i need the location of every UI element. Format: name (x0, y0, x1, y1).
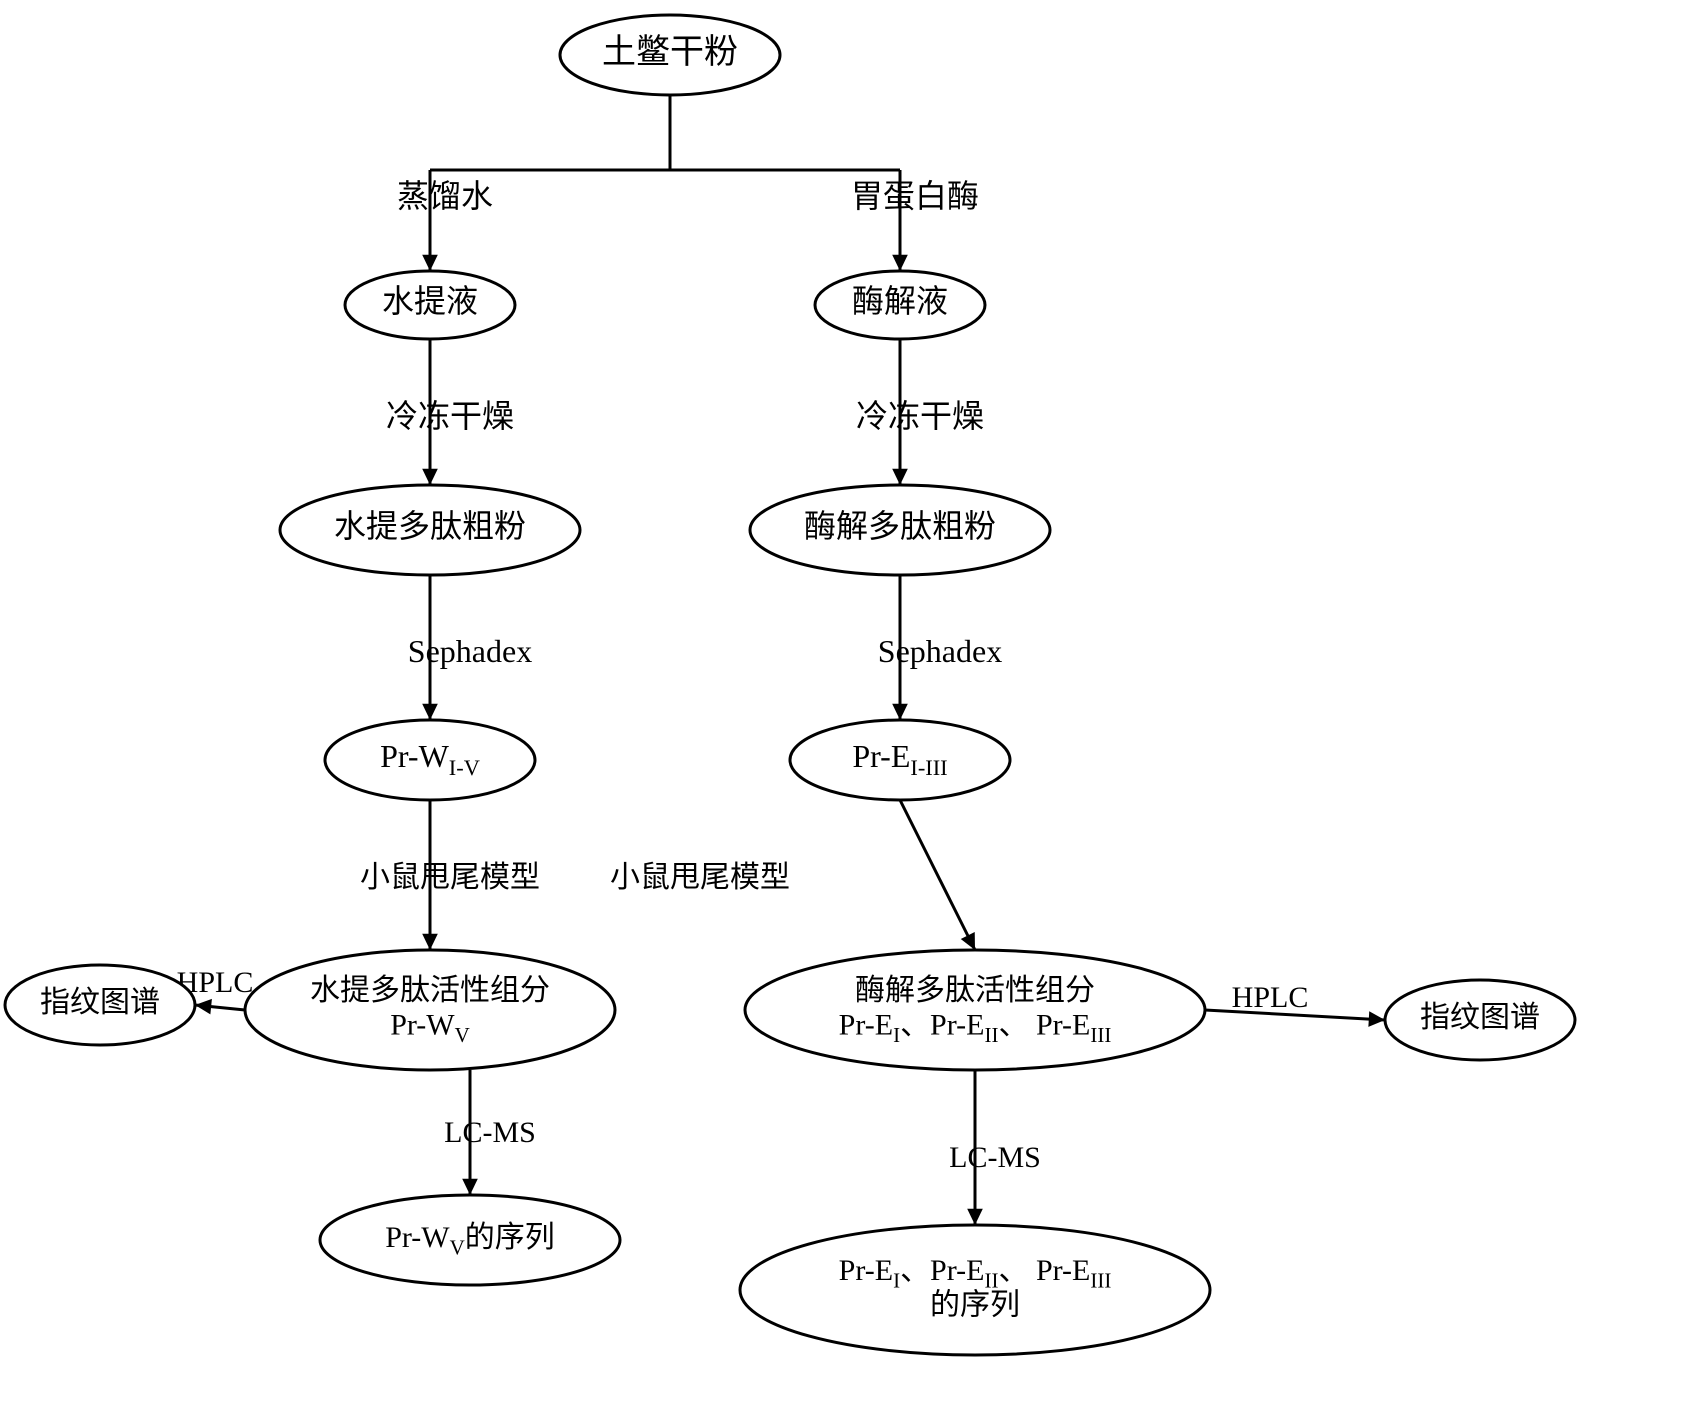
svg-text:水提液: 水提液 (382, 283, 478, 319)
node-prw: Pr-WI-V (325, 720, 535, 800)
svg-text:Sephadex: Sephadex (878, 633, 1002, 669)
flowchart-canvas: 蒸馏水 胃蛋白酶冷冻干燥 冷冻干燥 Sephadex Sephadex 小鼠甩尾模型 小鼠甩… (0, 0, 1686, 1402)
svg-text:土鳖干粉: 土鳖干粉 (602, 33, 738, 71)
svg-text:水提多肽粗粉: 水提多肽粗粉 (334, 508, 526, 544)
node-root: 土鳖干粉 (560, 15, 780, 95)
node-wex: 水提液 (345, 271, 515, 339)
svg-text:LC-MS: LC-MS (444, 1116, 536, 1149)
node-wact: 水提多肽活性组分Pr-WV (245, 950, 615, 1070)
svg-text:胃蛋白酶: 胃蛋白酶 (851, 178, 979, 214)
node-wseq: Pr-WV的序列 (320, 1195, 620, 1285)
svg-text:LC-MS: LC-MS (949, 1141, 1041, 1174)
svg-text:冷冻干燥: 冷冻干燥 (856, 398, 984, 434)
node-fp_right: 指纹图谱 (1385, 980, 1575, 1060)
node-epow: 酶解多肽粗粉 (750, 485, 1050, 575)
svg-text:蒸馏水: 蒸馏水 (397, 178, 493, 214)
node-wpow: 水提多肽粗粉 (280, 485, 580, 575)
svg-text:酶解多肽活性组分: 酶解多肽活性组分 (855, 974, 1095, 1007)
svg-text:酶解液: 酶解液 (852, 283, 948, 319)
svg-text:Sephadex: Sephadex (408, 633, 532, 669)
svg-text:指纹图谱: 指纹图谱 (1420, 1001, 1540, 1034)
svg-text:小鼠甩尾模型: 小鼠甩尾模型 (360, 861, 540, 894)
svg-text:Pr-WV的序列: Pr-WV的序列 (385, 1221, 555, 1259)
svg-text:冷冻干燥: 冷冻干燥 (386, 398, 514, 434)
svg-text:小鼠甩尾模型: 小鼠甩尾模型 (610, 861, 790, 894)
node-fp_left: 指纹图谱 (5, 965, 195, 1045)
svg-text:HPLC: HPLC (1232, 981, 1309, 1014)
svg-text:的序列: 的序列 (930, 1288, 1020, 1321)
node-pre: Pr-EI-III (790, 720, 1010, 800)
node-eact: 酶解多肽活性组分Pr-EI、Pr-EII、 Pr-EIII (745, 950, 1205, 1070)
node-eseq: Pr-EI、Pr-EII、 Pr-EIII的序列 (740, 1225, 1210, 1355)
svg-text:指纹图谱: 指纹图谱 (40, 986, 160, 1019)
svg-text:酶解多肽粗粉: 酶解多肽粗粉 (804, 508, 996, 544)
svg-text:Pr-EI、Pr-EII、 Pr-EIII: Pr-EI、Pr-EII、 Pr-EIII (839, 1254, 1112, 1292)
svg-text:水提多肽活性组分: 水提多肽活性组分 (310, 974, 550, 1007)
svg-text:Pr-EI、Pr-EII、 Pr-EIII: Pr-EI、Pr-EII、 Pr-EIII (839, 1008, 1112, 1046)
node-enz: 酶解液 (815, 271, 985, 339)
